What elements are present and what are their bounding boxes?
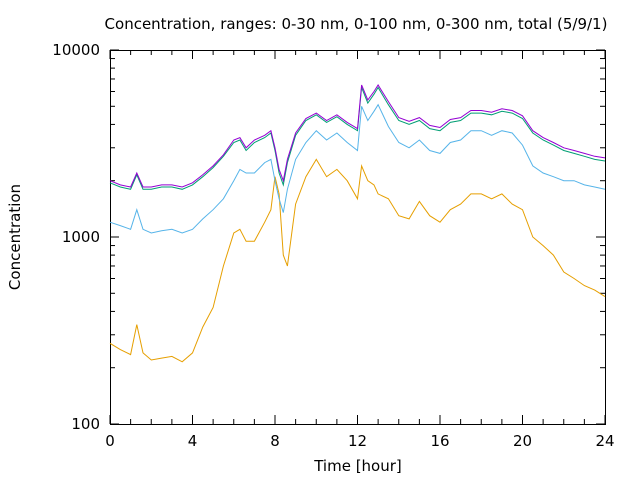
y-tick-label: 100 (71, 415, 100, 433)
x-tick-label: 16 (430, 432, 449, 450)
x-tick-label: 0 (105, 432, 115, 450)
x-axis: 0 4 8 12 16 20 24 (105, 50, 615, 450)
x-tick-label: 24 (595, 432, 614, 450)
series-line-0-100-nm (109, 103, 606, 234)
x-tick-label: 12 (348, 432, 367, 450)
y-axis: 100 1000 10000 (52, 41, 605, 433)
x-axis-label: Time [hour] (313, 457, 402, 475)
x-tick-label: 4 (188, 432, 198, 450)
series-layer (109, 84, 606, 363)
chart-title: Concentration, ranges: 0-30 nm, 0-100 nm… (105, 15, 608, 33)
y-axis-label: Concentration (6, 184, 24, 290)
x-tick-label: 20 (513, 432, 532, 450)
plot-frame (110, 50, 606, 425)
y-tick-label: 1000 (62, 228, 100, 246)
series-line-total (109, 84, 606, 188)
series-line-0-300-nm (109, 86, 606, 190)
series-line-0-30-nm (109, 158, 606, 363)
x-tick-label: 8 (270, 432, 280, 450)
y-tick-label: 10000 (52, 41, 100, 59)
